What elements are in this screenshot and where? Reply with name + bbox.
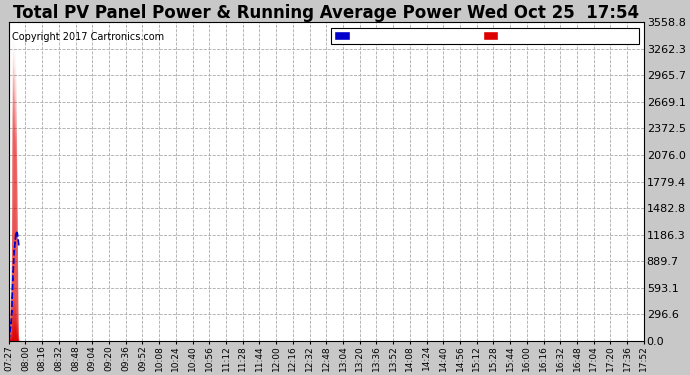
Legend: Average  (DC Watts), PV Panels  (DC Watts): Average (DC Watts), PV Panels (DC Watts) xyxy=(331,27,639,44)
Text: Copyright 2017 Cartronics.com: Copyright 2017 Cartronics.com xyxy=(12,32,164,42)
Title: Total PV Panel Power & Running Average Power Wed Oct 25  17:54: Total PV Panel Power & Running Average P… xyxy=(13,4,640,22)
